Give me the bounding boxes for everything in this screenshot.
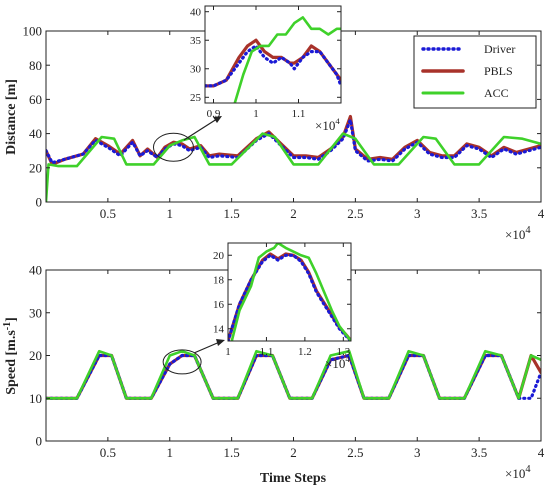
series-driver-line <box>228 253 351 341</box>
x-tick-label: 2.5 <box>347 206 363 221</box>
x-tick-label: 0.5 <box>100 206 116 221</box>
y-tick-label: 20 <box>29 160 42 175</box>
x-tick-label: 3 <box>414 206 421 221</box>
x-exponent-label: ×104 <box>505 464 531 481</box>
x-tick-label: 1.3 <box>336 346 350 358</box>
x-tick-label: 1.5 <box>224 206 240 221</box>
x-exponent-label: ×104 <box>505 225 531 242</box>
x-tick-label: 2.5 <box>347 445 363 460</box>
y-tick-label: 30 <box>190 64 202 76</box>
series-driver-line <box>46 118 541 165</box>
series-acc-line <box>46 132 541 202</box>
series-group <box>46 114 541 202</box>
zoom-arrowhead <box>213 116 222 123</box>
y-tick-label: 16 <box>213 299 225 311</box>
y-tick-label: 20 <box>29 348 42 363</box>
zoom-ellipse <box>152 132 194 162</box>
y-tick-label: 80 <box>29 58 42 73</box>
legend-label-acc: ACC <box>484 86 509 100</box>
axes-frame <box>227 242 352 342</box>
series-acc-line <box>233 16 341 103</box>
series-acc-line <box>46 349 541 400</box>
y-tick-label: 10 <box>29 391 42 406</box>
legend-label-driver: Driver <box>484 42 515 56</box>
series-driver-line <box>205 44 341 88</box>
series-group <box>228 243 351 341</box>
y-tick-label: 100 <box>23 24 43 39</box>
x-tick-label: 4 <box>538 206 545 221</box>
series-group <box>46 349 541 400</box>
series-pbls-line <box>205 38 341 88</box>
series-group <box>205 16 341 103</box>
series-acc-line <box>230 243 351 341</box>
zoom-arrowhead <box>216 339 225 346</box>
x-tick-label: 0.9 <box>207 108 221 120</box>
x-tick-label: 1.5 <box>224 445 240 460</box>
inset-1: 0.9 1 1.1 25 30 35 40 ×104 <box>190 5 342 133</box>
y-axis-label: Distance [m] <box>4 79 19 155</box>
legend: Driver PBLS ACC <box>413 35 537 109</box>
y-tick-label: 40 <box>29 263 42 278</box>
y-tick-label: 0 <box>36 434 43 449</box>
y-tick-label: 40 <box>29 126 42 141</box>
x-tick-label: 2 <box>290 206 297 221</box>
x-axis-label: Time Steps <box>260 471 327 486</box>
y-tick-label: 60 <box>29 92 42 107</box>
zoom-arrow <box>183 116 221 141</box>
x-tick-label: 1 <box>167 445 174 460</box>
x-tick-label: 1 <box>253 108 259 120</box>
x-tick-label: 1.1 <box>292 108 306 120</box>
y-tick-label: 30 <box>29 305 42 320</box>
axes-frame <box>204 5 342 104</box>
zoom-ellipse <box>162 349 202 375</box>
x-exponent-label: ×104 <box>315 116 340 133</box>
legend-label-pbls: PBLS <box>484 64 513 78</box>
x-tick-label: 4 <box>538 445 545 460</box>
y-tick-label: 40 <box>190 7 202 19</box>
y-tick-label: 18 <box>213 275 225 287</box>
y-tick-label: 20 <box>213 250 225 262</box>
x-tick-label: 1 <box>225 346 231 358</box>
x-tick-label: 3.5 <box>471 206 487 221</box>
x-tick-label: 1.1 <box>260 346 274 358</box>
x-tick-label: 2 <box>290 445 297 460</box>
x-tick-label: 0.5 <box>100 445 116 460</box>
inset-2: 1 1.1 1.2 1.3 14 16 18 20 ×104 <box>213 242 352 371</box>
x-tick-label: 3.5 <box>471 445 487 460</box>
x-tick-label: 3 <box>414 445 421 460</box>
plot-area <box>205 6 341 103</box>
y-tick-label: 14 <box>213 324 225 336</box>
x-tick-label: 1 <box>167 206 174 221</box>
x-tick-label: 1.2 <box>298 346 312 358</box>
y-axis-label: Speed [m.s-1] <box>2 317 19 395</box>
y-tick-label: 25 <box>190 92 202 104</box>
y-tick-label: 35 <box>190 35 202 47</box>
y-tick-label: 0 <box>36 195 43 210</box>
x-exponent-label: ×104 <box>325 354 350 371</box>
